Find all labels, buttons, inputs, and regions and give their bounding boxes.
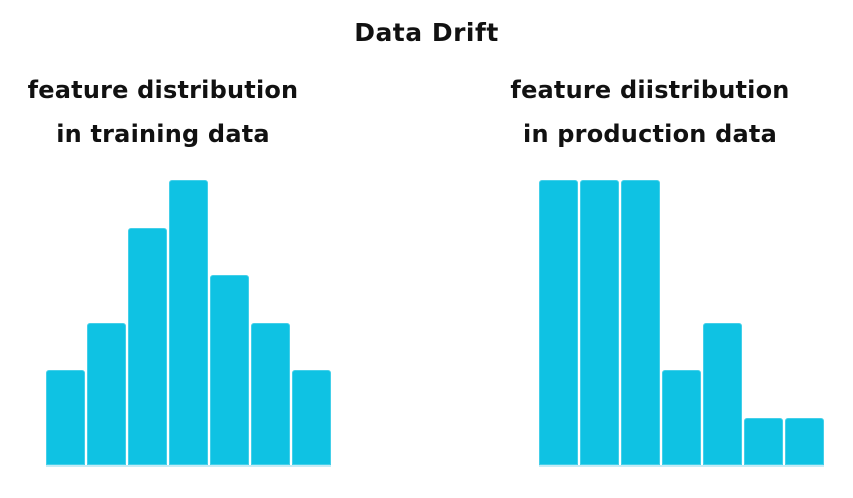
histogram-bar (169, 180, 208, 465)
histogram-bar (210, 275, 249, 465)
training-data-histogram (46, 180, 331, 467)
training-chart-subtitle-line1: feature distribution (27, 76, 299, 104)
histogram-bar (580, 180, 619, 465)
histogram-bar (744, 417, 783, 465)
training-chart-subtitle-line2: in training data (56, 120, 270, 148)
histogram-bar (662, 370, 701, 465)
production-data-histogram (539, 180, 824, 467)
histogram-bar (785, 417, 824, 465)
production-chart-subtitle-line2: in production data (523, 120, 777, 148)
production-chart-subtitle-line1: feature diistribution (510, 76, 790, 104)
histogram-bar (292, 370, 331, 465)
histogram-bar (46, 370, 85, 465)
histogram-bar (703, 322, 742, 465)
training-chart-subtitle: feature distribution in training data (18, 68, 308, 156)
histogram-bar (251, 322, 290, 465)
histogram-bar (128, 227, 167, 465)
main-title: Data Drift (354, 18, 499, 47)
histogram-bar (621, 180, 660, 465)
histogram-bar (87, 322, 126, 465)
production-chart-subtitle: feature diistribution in production data (495, 68, 805, 156)
histogram-bar (539, 180, 578, 465)
